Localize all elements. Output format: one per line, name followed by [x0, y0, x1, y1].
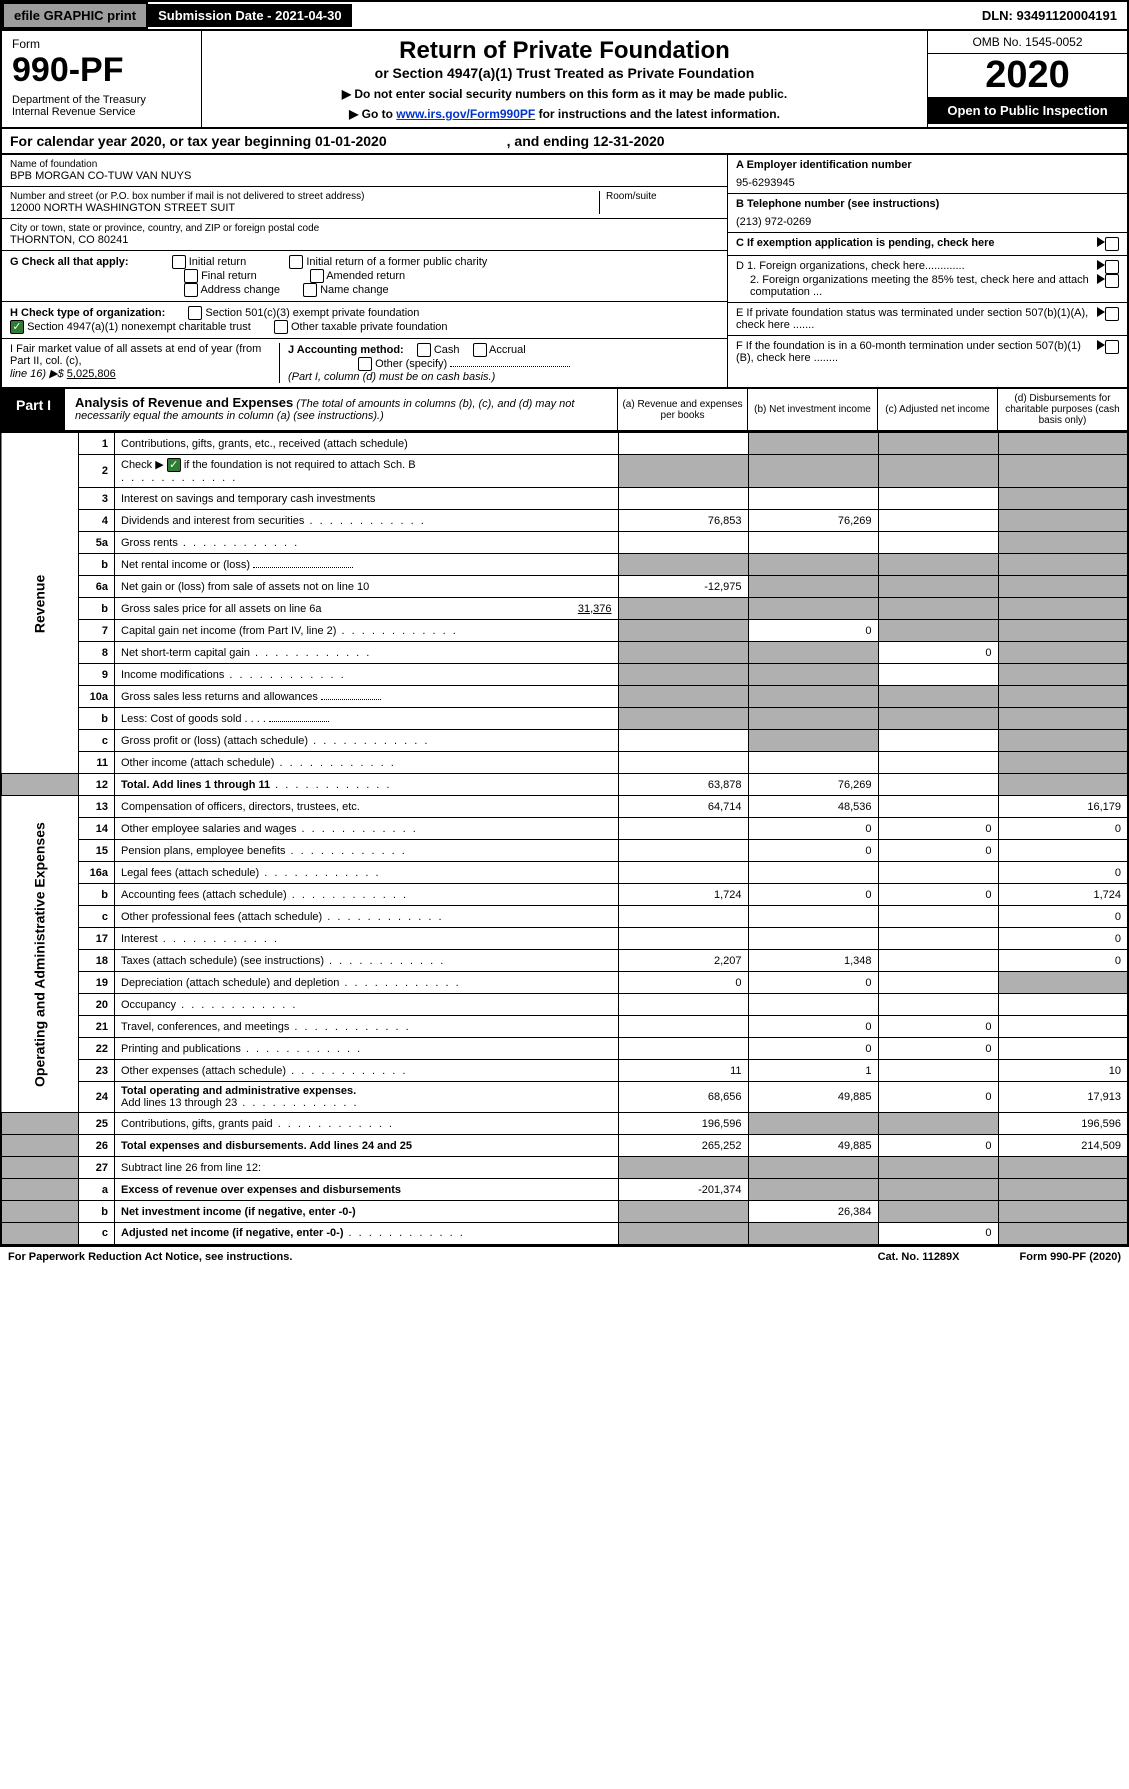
form-ref: Form 990-PF (2020) [1020, 1251, 1121, 1263]
name-label: Name of foundation [10, 159, 719, 170]
open-inspection: Open to Public Inspection [928, 97, 1127, 124]
col-c-header: (c) Adjusted net income [877, 389, 997, 430]
revenue-expense-table: Revenue 1Contributions, gifts, grants, e… [0, 432, 1129, 1246]
tel-label: B Telephone number (see instructions) [736, 198, 939, 210]
room-label: Room/suite [606, 191, 719, 202]
telephone: (213) 972-0269 [736, 216, 1119, 228]
chk-sch-b[interactable] [167, 458, 181, 472]
calendar-year-row: For calendar year 2020, or tax year begi… [0, 129, 1129, 155]
j-label: J Accounting method: [288, 344, 404, 356]
ein: 95-6293945 [736, 177, 1119, 189]
note1: ▶ Do not enter social security numbers o… [208, 87, 921, 101]
chk-e[interactable] [1105, 307, 1119, 321]
form-link[interactable]: www.irs.gov/Form990PF [396, 107, 535, 121]
city: THORNTON, CO 80241 [10, 234, 719, 246]
chk-initial[interactable] [172, 255, 186, 269]
form-title: Return of Private Foundation [208, 37, 921, 65]
chk-address[interactable] [184, 283, 198, 297]
dln: DLN: 93491120004191 [972, 4, 1127, 27]
chk-f[interactable] [1105, 340, 1119, 354]
tax-year: 2020 [928, 54, 1127, 97]
ein-label: A Employer identification number [736, 159, 912, 171]
chk-cash[interactable] [417, 343, 431, 357]
c-label: C If exemption application is pending, c… [736, 237, 1097, 251]
col-b-header: (b) Net investment income [747, 389, 877, 430]
form-number: 990-PF [12, 51, 191, 90]
form-subtitle: or Section 4947(a)(1) Trust Treated as P… [208, 65, 921, 81]
dept1: Department of the Treasury [12, 94, 191, 106]
e-label: E If private foundation status was termi… [736, 307, 1097, 331]
f-label: F If the foundation is in a 60-month ter… [736, 340, 1097, 364]
d1-label: D 1. Foreign organizations, check here..… [736, 260, 1097, 274]
chk-4947[interactable] [10, 320, 24, 334]
i-label: I Fair market value of all assets at end… [10, 343, 261, 367]
chk-other-taxable[interactable] [274, 320, 288, 334]
chk-accrual[interactable] [473, 343, 487, 357]
chk-other-method[interactable] [358, 357, 372, 371]
chk-c[interactable] [1105, 237, 1119, 251]
addr-label: Number and street (or P.O. box number if… [10, 191, 599, 202]
j-note: (Part I, column (d) must be on cash basi… [288, 371, 495, 383]
top-bar: efile GRAPHIC print Submission Date - 20… [0, 0, 1129, 31]
page-footer: For Paperwork Reduction Act Notice, see … [0, 1246, 1129, 1267]
city-label: City or town, state or province, country… [10, 223, 719, 234]
part1-tab: Part I [2, 389, 65, 430]
address: 12000 NORTH WASHINGTON STREET SUIT [10, 202, 599, 214]
revenue-side: Revenue [1, 433, 79, 774]
chk-d1[interactable] [1105, 260, 1119, 274]
paperwork-notice: For Paperwork Reduction Act Notice, see … [8, 1251, 292, 1263]
submission-date: Submission Date - 2021-04-30 [148, 4, 352, 27]
arrow-icon [1097, 237, 1105, 247]
fmv-value: 5,025,806 [67, 368, 116, 380]
chk-final[interactable] [184, 269, 198, 283]
h-label: H Check type of organization: [10, 307, 165, 319]
chk-name-change[interactable] [303, 283, 317, 297]
d2-label: 2. Foreign organizations meeting the 85%… [736, 274, 1097, 298]
col-d-header: (d) Disbursements for charitable purpose… [997, 389, 1127, 430]
chk-d2[interactable] [1105, 274, 1119, 288]
foundation-name: BPB MORGAN CO-TUW VAN NUYS [10, 170, 719, 182]
g-label: G Check all that apply: [10, 256, 129, 268]
part1-header: Part I Analysis of Revenue and Expenses … [0, 389, 1129, 432]
col-a-header: (a) Revenue and expenses per books [617, 389, 747, 430]
info-block: Name of foundation BPB MORGAN CO-TUW VAN… [0, 155, 1129, 389]
omb-number: OMB No. 1545-0052 [928, 31, 1127, 54]
note2: ▶ Go to www.irs.gov/Form990PF for instru… [208, 107, 921, 121]
form-header: Form 990-PF Department of the Treasury I… [0, 31, 1129, 129]
expenses-side: Operating and Administrative Expenses [1, 796, 79, 1113]
cat-no: Cat. No. 11289X [878, 1251, 960, 1263]
chk-initial-former[interactable] [289, 255, 303, 269]
efile-btn[interactable]: efile GRAPHIC print [2, 2, 148, 29]
chk-501c3[interactable] [188, 306, 202, 320]
dept2: Internal Revenue Service [12, 106, 191, 118]
chk-amended[interactable] [310, 269, 324, 283]
form-label: Form [12, 37, 191, 51]
